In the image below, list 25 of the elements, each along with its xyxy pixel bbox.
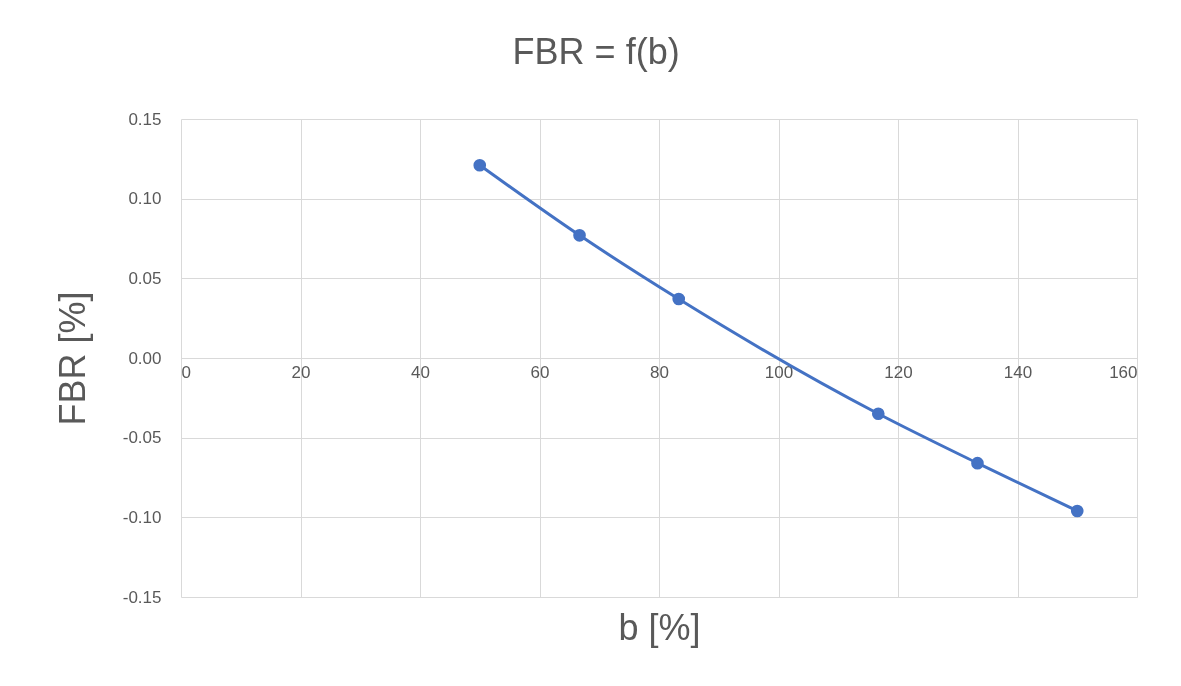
- x-tick-label: 100: [764, 362, 794, 382]
- x-tick-label: 60: [530, 362, 550, 382]
- x-tick-label: 120: [884, 362, 913, 382]
- y-tick-label: 0.05: [128, 268, 162, 288]
- y-tick-label: -0.10: [122, 507, 162, 527]
- x-tick-label: 80: [650, 362, 669, 382]
- point: [672, 292, 686, 306]
- x-tick-label: 20: [291, 362, 311, 382]
- y-tick-label: 0.00: [128, 348, 162, 368]
- y-tick-label: -0.05: [122, 428, 162, 448]
- y-tick-label: 0.10: [128, 189, 162, 209]
- x-tick-label: 0: [181, 362, 191, 382]
- point: [871, 407, 885, 421]
- y-tick-label: -0.15: [122, 587, 162, 607]
- x-tick-label: 40: [411, 362, 430, 382]
- point: [971, 456, 984, 470]
- y-tick-label: 0.15: [128, 109, 162, 129]
- point: [573, 229, 586, 242]
- x-axis-title: b [%]: [618, 606, 701, 648]
- x-tick-label: 160: [1109, 362, 1138, 382]
- point: [1070, 504, 1084, 518]
- x-tick-label: 140: [1003, 362, 1033, 382]
- chart-title: FBR = f(b): [512, 31, 680, 72]
- y-axis-title: FBR [%]: [51, 291, 93, 426]
- point: [473, 158, 487, 172]
